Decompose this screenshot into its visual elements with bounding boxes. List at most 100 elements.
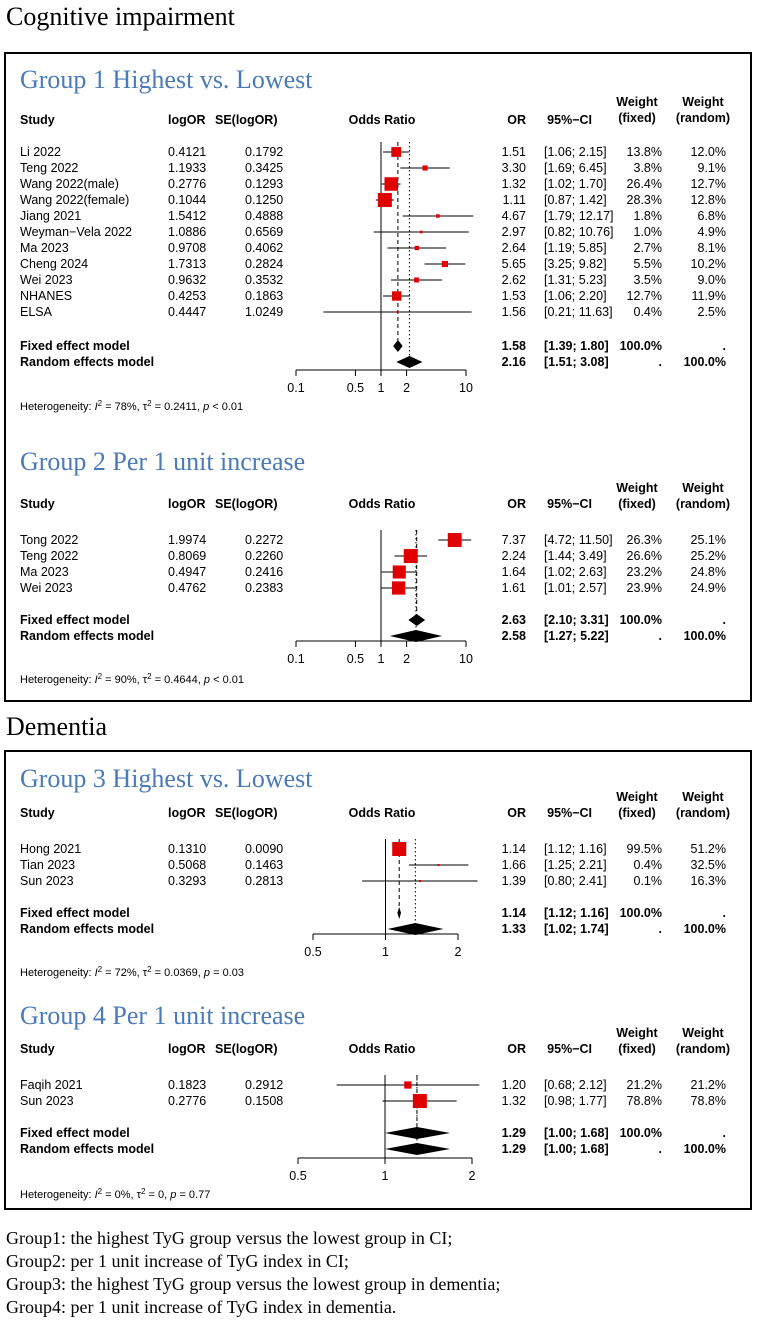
g1-heterogeneity: Heterogeneity: I2 = 78%, τ2 = 0.2411, p … — [20, 399, 243, 414]
g3-axis-tick-label: 0.5 — [304, 945, 321, 959]
g1-fixed-weight-random: . — [723, 339, 726, 353]
g3-fixed-or: 1.14 — [502, 906, 526, 920]
g1-fixed-diamond — [393, 340, 403, 352]
g1-study-or: 1.11 — [503, 193, 526, 207]
g3-study-se: 0.1463 — [245, 858, 283, 872]
g2-header-odds-ratio: Odds Ratio — [349, 497, 416, 511]
g1-study-weight-fixed: 5.5% — [634, 257, 663, 271]
g1-study-se: 0.3425 — [245, 161, 283, 175]
g3-study-weight-fixed: 99.5% — [627, 842, 662, 856]
g4-title: Group 4 Per 1 unit increase — [20, 1001, 305, 1030]
g2-study-weight-random: 24.8% — [691, 565, 726, 579]
g3-study-or: 1.14 — [502, 842, 526, 856]
g4-random-weight-random: 100.0% — [684, 1142, 726, 1156]
g1-fixed-weight-fixed: 100.0% — [620, 339, 662, 353]
g3-fixed-weight-random: . — [723, 906, 726, 920]
g2-fixed-label: Fixed effect model — [20, 613, 130, 627]
g1-study-weight-random: 12.7% — [691, 177, 726, 191]
g1-study-or: 1.32 — [502, 177, 526, 191]
panel-cognitive-impairment — [4, 52, 752, 702]
g1-axis-tick-label: 10 — [459, 381, 473, 395]
section-title-dementia: Dementia — [6, 712, 108, 741]
g2-random-or: 2.58 — [502, 629, 526, 643]
g2-header-se: SE(logOR) — [215, 497, 278, 511]
g1-study-logor: 0.4121 — [168, 145, 206, 159]
g3-heterogeneity: Heterogeneity: I2 = 72%, τ2 = 0.0369, p … — [20, 965, 244, 980]
g1-study-ci: [0.87; 1.42] — [544, 193, 607, 207]
g1-study-box — [414, 277, 420, 283]
g1-study-se: 0.2824 — [245, 257, 283, 271]
g2-header-logor: logOR — [168, 497, 206, 511]
g4-header-or: OR — [507, 1042, 526, 1056]
g4-header-random: (random) — [676, 1042, 730, 1056]
g1-study-logor: 1.0886 — [168, 225, 206, 239]
g1-study-se: 0.1293 — [245, 177, 283, 191]
g3-header-study: Study — [20, 806, 55, 820]
g2-axis-tick-label: 10 — [459, 652, 473, 666]
g2-study-ci: [1.01; 2.57] — [544, 581, 607, 595]
g1-study-box — [392, 291, 402, 301]
g2-axis-tick-label: 0.1 — [287, 652, 304, 666]
g4-study-weight-fixed: 21.2% — [627, 1078, 662, 1092]
g3-study-weight-fixed: 0.1% — [634, 874, 663, 888]
g3-header-fixed: (fixed) — [618, 806, 656, 820]
g2-axis-tick-label: 1 — [378, 652, 385, 666]
g1-fixed-label: Fixed effect model — [20, 339, 130, 353]
g4-fixed-ci: [1.00; 1.68] — [544, 1126, 609, 1140]
g1-study-or: 1.56 — [502, 305, 526, 319]
g1-axis-tick-label: 0.1 — [287, 381, 304, 395]
g1-study-or: 2.97 — [502, 225, 526, 239]
g3-fixed-ci: [1.12; 1.16] — [544, 906, 609, 920]
g2-study-or: 2.24 — [502, 549, 526, 563]
g3-random-weight-fixed: . — [659, 922, 662, 936]
g1-study-weight-random: 12.0% — [691, 145, 726, 159]
g3-study-logor: 0.5068 — [168, 858, 206, 872]
g3-random-or: 1.33 — [502, 922, 526, 936]
g2-random-weight-fixed: . — [659, 629, 662, 643]
g1-study-name: Wang 2022(female) — [20, 193, 129, 207]
g4-header-weight-fixed: Weight — [616, 1026, 658, 1040]
g1-study-weight-fixed: 28.3% — [627, 193, 662, 207]
g1-study-logor: 0.1044 — [168, 193, 206, 207]
g1-study-se: 0.1250 — [245, 193, 283, 207]
g4-study-se: 0.1508 — [245, 1094, 283, 1108]
g4-random-weight-fixed: . — [659, 1142, 662, 1156]
g2-random-weight-random: 100.0% — [684, 629, 726, 643]
g2-random-diamond — [389, 630, 443, 642]
g3-random-weight-random: 100.0% — [684, 922, 726, 936]
g1-study-name: Ma 2023 — [20, 241, 69, 255]
g3-header-odds-ratio: Odds Ratio — [349, 806, 416, 820]
g2-study-name: Tong 2022 — [20, 533, 78, 547]
g3-header-se: SE(logOR) — [215, 806, 278, 820]
g1-study-name: Teng 2022 — [20, 161, 78, 175]
g4-fixed-or: 1.29 — [502, 1126, 526, 1140]
g1-axis-tick-label: 0.5 — [347, 381, 364, 395]
g3-header-ci: 95%−CI — [547, 806, 592, 820]
g2-study-se: 0.2260 — [245, 549, 283, 563]
g4-study-box — [404, 1081, 412, 1089]
g2-header-weight-fixed: Weight — [616, 481, 658, 495]
g1-study-ci: [0.21; 11.63] — [544, 305, 613, 319]
g1-study-se: 0.1863 — [245, 289, 283, 303]
g4-study-logor: 0.2776 — [168, 1094, 206, 1108]
g3-study-weight-fixed: 0.4% — [634, 858, 663, 872]
footnote-group2: Group2: per 1 unit increase of TyG index… — [6, 1251, 349, 1271]
g4-header-logor: logOR — [168, 1042, 206, 1056]
g3-study-name: Sun 2023 — [20, 874, 74, 888]
g1-study-weight-random: 6.8% — [698, 209, 727, 223]
g1-study-or: 5.65 — [502, 257, 526, 271]
g2-study-logor: 0.4762 — [168, 581, 206, 595]
g1-header-logor: logOR — [168, 113, 206, 127]
g4-random-diamond — [385, 1143, 451, 1155]
g3-study-weight-random: 16.3% — [691, 874, 726, 888]
g4-header-study: Study — [20, 1042, 55, 1056]
g1-study-or: 4.67 — [502, 209, 526, 223]
g3-study-weight-random: 32.5% — [691, 858, 726, 872]
g4-fixed-weight-fixed: 100.0% — [620, 1126, 662, 1140]
g3-study-box — [418, 880, 421, 882]
g2-study-se: 0.2272 — [245, 533, 283, 547]
g3-fixed-label: Fixed effect model — [20, 906, 130, 920]
g2-study-box — [403, 549, 418, 563]
g2-header-or: OR — [507, 497, 526, 511]
g1-header-or: OR — [507, 113, 526, 127]
